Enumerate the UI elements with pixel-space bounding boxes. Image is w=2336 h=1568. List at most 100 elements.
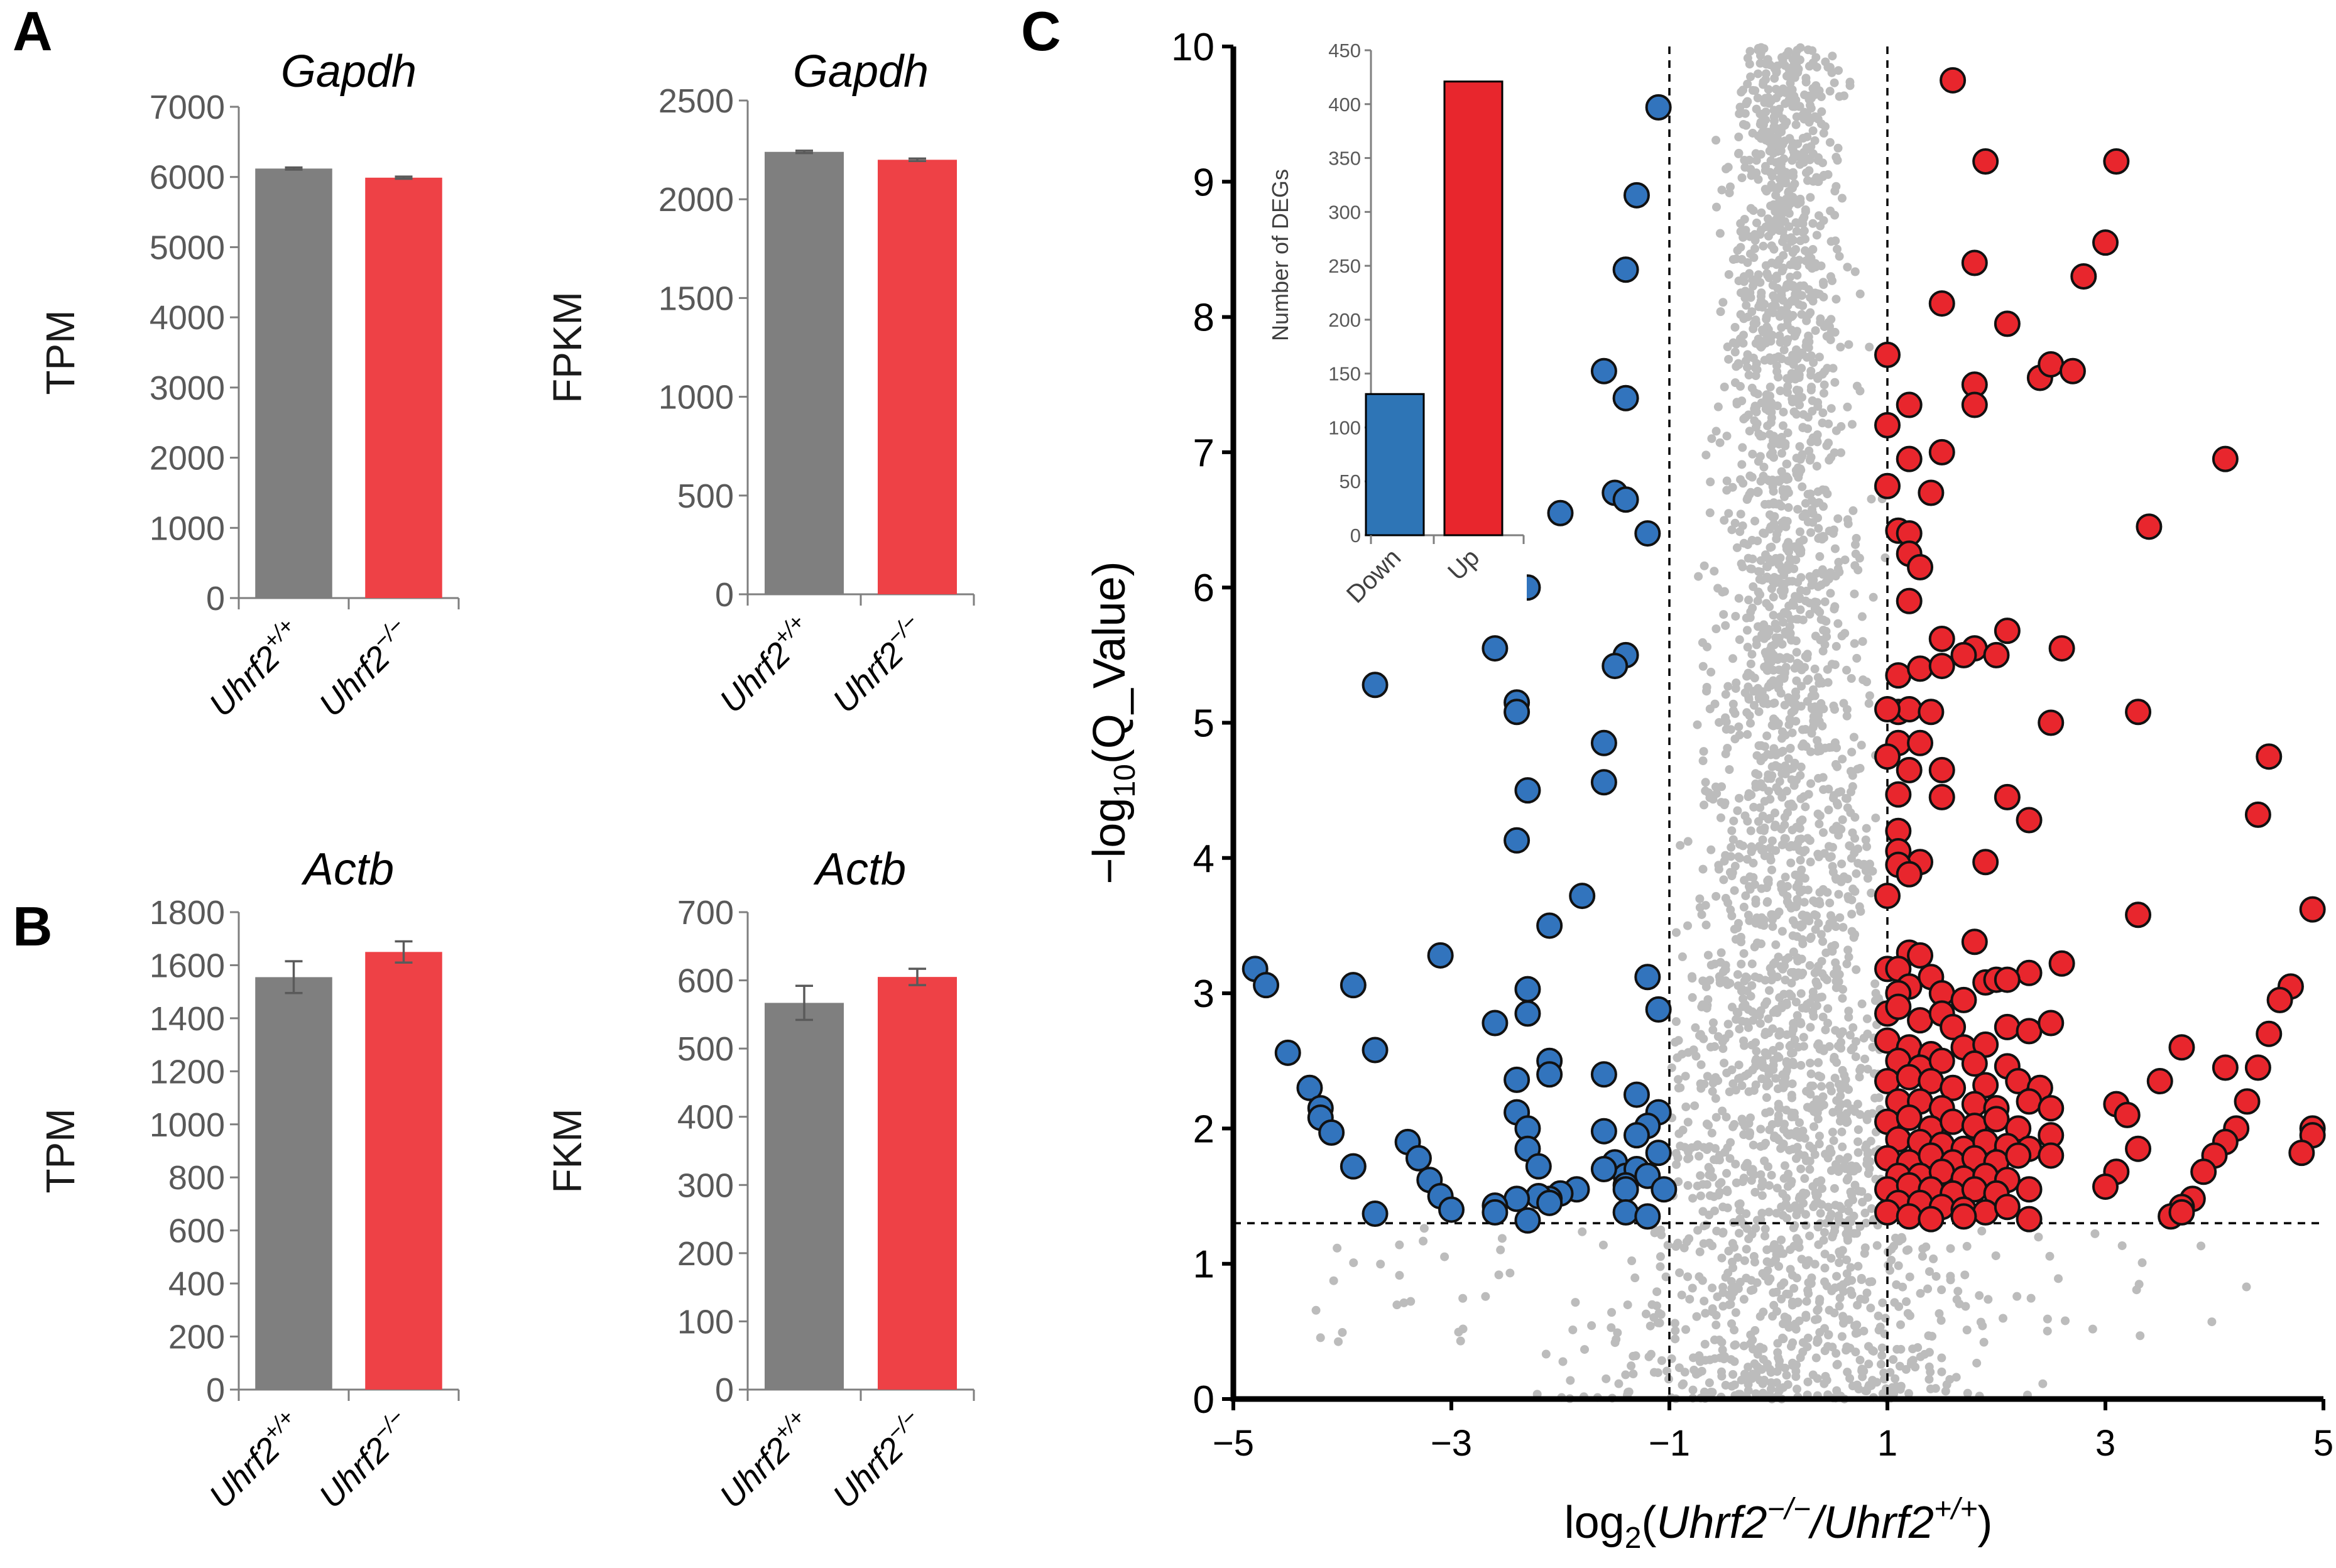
ns-point xyxy=(1763,1266,1772,1275)
ns-point xyxy=(1752,419,1762,428)
ns-point xyxy=(1755,278,1765,287)
ns-point xyxy=(1718,1302,1728,1311)
ns-point xyxy=(1745,1113,1755,1123)
ns-point xyxy=(1809,575,1818,585)
ns-point xyxy=(1796,1060,1806,1070)
down-point xyxy=(1514,1000,1541,1027)
ns-point xyxy=(1837,1332,1847,1341)
ns-point xyxy=(1796,888,1805,897)
ns-point xyxy=(1759,241,1768,251)
ns-point xyxy=(1793,1385,1802,1394)
down-point xyxy=(1253,972,1280,999)
ns-point xyxy=(1815,1102,1825,1112)
y-tick-label: 0 xyxy=(206,580,225,618)
ns-point xyxy=(1823,923,1832,933)
ns-point xyxy=(1828,52,1837,61)
ns-point xyxy=(1850,267,1860,276)
ns-point xyxy=(1833,874,1842,884)
ns-point xyxy=(1804,343,1813,352)
ns-point xyxy=(1741,891,1750,900)
ns-point xyxy=(1763,699,1772,709)
up-point xyxy=(1972,148,1999,175)
ns-point xyxy=(1839,1287,1848,1296)
ns-point xyxy=(1810,1002,1820,1011)
ns-point xyxy=(1763,749,1772,759)
inset-y-tick-label: 300 xyxy=(1328,201,1361,223)
up-point xyxy=(2048,635,2075,662)
ns-point xyxy=(1773,1084,1782,1094)
down-point xyxy=(1651,1176,1678,1203)
ns-point xyxy=(1844,894,1853,903)
ns-point xyxy=(1815,1295,1825,1304)
ns-point xyxy=(1853,1328,1862,1337)
ns-point xyxy=(1756,1215,1766,1224)
ns-point xyxy=(1818,937,1828,946)
ns-point xyxy=(1766,1378,1776,1388)
ns-point xyxy=(1743,817,1752,826)
ns-point xyxy=(1815,811,1825,820)
ns-point xyxy=(1744,371,1754,380)
inset-bar-down xyxy=(1365,393,1425,536)
ns-point xyxy=(1852,381,1862,391)
ns-point xyxy=(1787,1270,1797,1280)
ns-point xyxy=(1784,209,1794,218)
ns-point xyxy=(1728,835,1738,844)
up-point xyxy=(1907,1007,1934,1034)
ns-point xyxy=(1784,720,1794,729)
ns-point xyxy=(1830,940,1840,950)
ns-point xyxy=(1699,1143,1708,1152)
ns-point xyxy=(1729,816,1738,825)
ns-point xyxy=(1785,697,1794,706)
ns-point xyxy=(2043,1314,2052,1324)
ns-point xyxy=(1860,1249,1869,1258)
ns-point xyxy=(1782,320,1792,330)
ns-point xyxy=(1815,352,1824,362)
ns-point xyxy=(1738,841,1748,851)
ns-point xyxy=(1701,450,1711,460)
ns-point xyxy=(1858,1197,1867,1207)
ns-point xyxy=(1745,46,1755,56)
inset-y-axis-label: Number of DEGs xyxy=(1267,169,1293,341)
up-point xyxy=(1874,1199,1901,1226)
ns-point xyxy=(1879,1368,1889,1378)
ns-point xyxy=(1874,1311,1883,1320)
ns-point xyxy=(1798,227,1808,237)
y-tick-label: 5000 xyxy=(150,229,225,266)
down-point xyxy=(1438,1196,1465,1223)
ns-point xyxy=(1656,1252,1665,1261)
ns-point xyxy=(1763,897,1772,906)
ns-point xyxy=(1720,516,1729,525)
ns-point xyxy=(1853,1125,1863,1135)
ns-point xyxy=(1830,1074,1840,1083)
panel-a-gapdh-tpm-chart: 01000200030004000500060007000Uhrf2+/+Uhr… xyxy=(38,46,460,724)
up-point xyxy=(2016,1206,2043,1233)
ns-point xyxy=(1764,85,1773,94)
ns-point xyxy=(1867,494,1876,504)
ns-point xyxy=(1827,68,1837,77)
ns-point xyxy=(1803,1156,1812,1165)
ns-point xyxy=(1832,244,1842,254)
ns-point xyxy=(1724,270,1733,279)
ns-point xyxy=(1630,1273,1640,1283)
ns-point xyxy=(1788,168,1798,177)
ns-point xyxy=(1807,383,1816,392)
ns-point xyxy=(1818,1092,1828,1101)
ns-point xyxy=(1960,1270,1970,1280)
up-point xyxy=(2038,709,2065,736)
ns-point xyxy=(1714,864,1723,874)
ns-point xyxy=(1774,1244,1784,1254)
ns-point xyxy=(1696,1191,1705,1200)
ns-point xyxy=(1765,430,1774,439)
ns-point xyxy=(1711,891,1721,901)
ns-point xyxy=(1796,856,1805,865)
ns-point xyxy=(1815,678,1824,688)
ns-point xyxy=(1771,123,1781,133)
ns-point xyxy=(1742,98,1751,107)
ns-point xyxy=(1869,1346,1878,1356)
ns-point xyxy=(1847,1104,1856,1114)
ns-point xyxy=(1889,1241,1899,1251)
ns-point xyxy=(1717,1253,1727,1263)
ns-point xyxy=(1722,1168,1732,1178)
ns-point xyxy=(1419,1236,1428,1246)
